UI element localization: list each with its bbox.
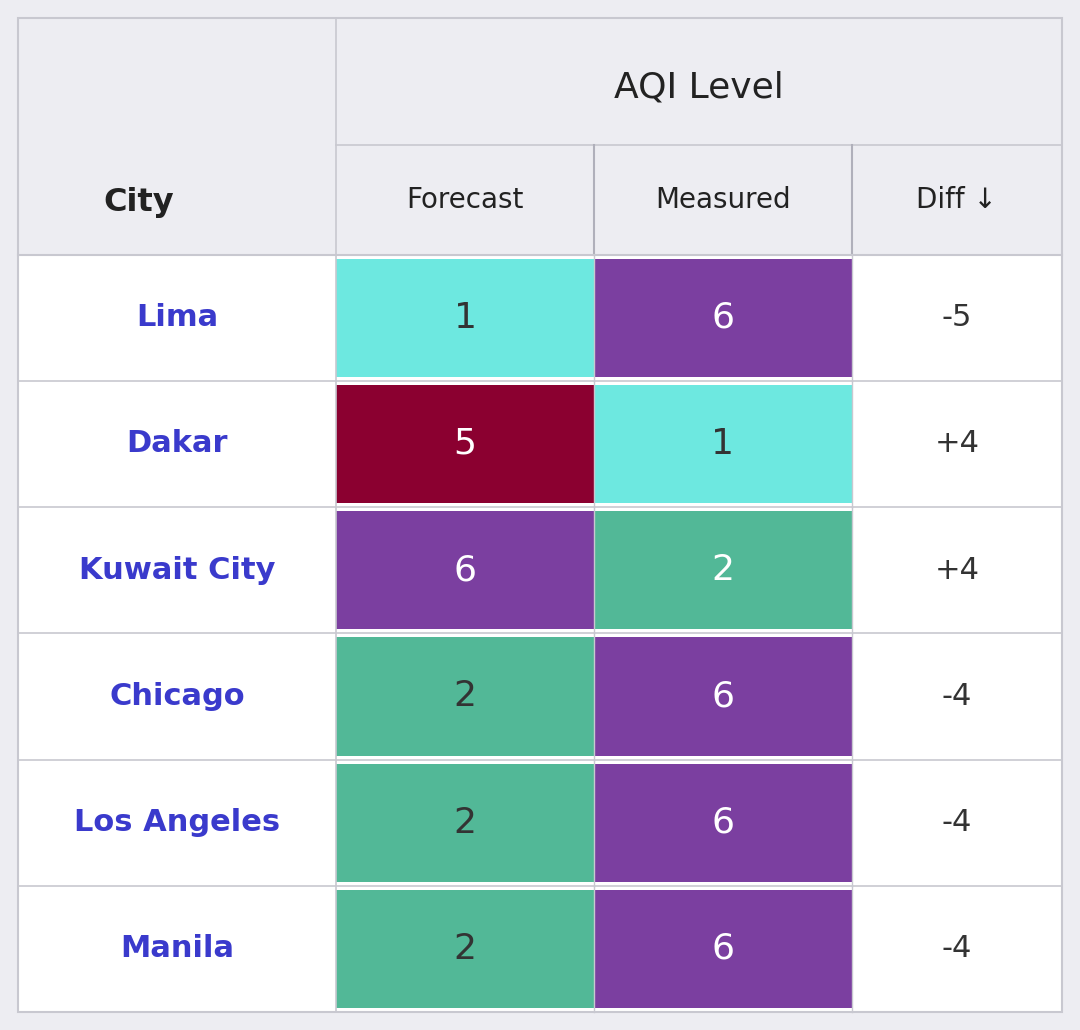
Bar bbox=[852, 633, 1062, 759]
Bar bbox=[852, 886, 1062, 1012]
Text: -4: -4 bbox=[942, 682, 972, 711]
Bar bbox=[337, 638, 594, 756]
Bar bbox=[18, 759, 337, 886]
Bar bbox=[852, 254, 1062, 381]
Text: Los Angeles: Los Angeles bbox=[75, 809, 281, 837]
Bar bbox=[18, 254, 337, 381]
Text: 1: 1 bbox=[712, 426, 734, 461]
Bar bbox=[337, 511, 594, 629]
Text: Diff ↓: Diff ↓ bbox=[917, 185, 997, 214]
Bar bbox=[337, 763, 594, 882]
Bar bbox=[337, 259, 594, 377]
Bar bbox=[337, 890, 594, 1008]
Text: 6: 6 bbox=[712, 805, 734, 839]
Text: City: City bbox=[104, 186, 174, 217]
Text: Kuwait City: Kuwait City bbox=[79, 555, 275, 585]
Bar bbox=[852, 381, 1062, 507]
Text: 2: 2 bbox=[454, 805, 476, 839]
Bar bbox=[18, 886, 337, 1012]
Text: Chicago: Chicago bbox=[109, 682, 245, 711]
Bar bbox=[18, 18, 337, 254]
Bar bbox=[337, 18, 1062, 254]
Bar bbox=[594, 763, 852, 882]
Bar bbox=[594, 638, 852, 756]
Bar bbox=[852, 759, 1062, 886]
Bar bbox=[337, 385, 594, 503]
Text: Forecast: Forecast bbox=[406, 185, 524, 214]
Text: 1: 1 bbox=[454, 301, 476, 335]
Bar bbox=[18, 633, 337, 759]
Text: -4: -4 bbox=[942, 934, 972, 963]
Text: 2: 2 bbox=[712, 553, 734, 587]
Text: Manila: Manila bbox=[120, 934, 234, 963]
Text: 2: 2 bbox=[454, 932, 476, 966]
Text: 6: 6 bbox=[712, 932, 734, 966]
Bar bbox=[852, 507, 1062, 633]
Text: 6: 6 bbox=[712, 301, 734, 335]
Text: 6: 6 bbox=[454, 553, 476, 587]
Text: 6: 6 bbox=[712, 680, 734, 714]
Bar bbox=[594, 511, 852, 629]
Bar bbox=[18, 381, 337, 507]
Bar bbox=[594, 890, 852, 1008]
Text: Measured: Measured bbox=[654, 185, 791, 214]
Text: -5: -5 bbox=[942, 303, 972, 333]
Text: Lima: Lima bbox=[136, 303, 218, 333]
Text: 5: 5 bbox=[454, 426, 476, 461]
Text: -4: -4 bbox=[942, 809, 972, 837]
Text: +4: +4 bbox=[934, 430, 980, 458]
Bar bbox=[18, 507, 337, 633]
Bar bbox=[594, 385, 852, 503]
Bar bbox=[594, 259, 852, 377]
Text: 2: 2 bbox=[454, 680, 476, 714]
Text: AQI Level: AQI Level bbox=[615, 71, 784, 105]
Text: +4: +4 bbox=[934, 555, 980, 585]
Text: Dakar: Dakar bbox=[126, 430, 228, 458]
